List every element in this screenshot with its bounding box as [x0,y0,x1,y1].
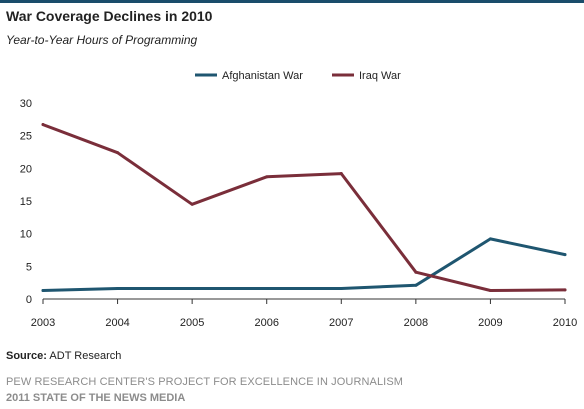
line-chart: Afghanistan War Iraq War 0 5 10 15 20 25 30 20… [20,70,577,329]
data-point [488,237,492,241]
y-tick-label: 15 [20,196,32,208]
x-tick-label: 2005 [180,317,204,329]
data-point [190,202,194,206]
data-point [116,151,120,155]
series-line-afghanistan [41,237,567,292]
data-point [265,175,269,179]
y-tick-label: 20 [20,163,32,175]
y-tick-label: 5 [26,261,32,273]
chart-title: War Coverage Declines in 2010 [6,8,213,24]
x-tick-label: 2010 [553,317,577,329]
data-point [414,270,418,274]
legend: Afghanistan War Iraq War [195,70,401,82]
legend-label-afghanistan: Afghanistan War [222,70,303,82]
data-point [265,287,269,291]
top-rule [0,0,584,3]
data-point [41,123,45,127]
data-point [488,289,492,293]
data-point [563,288,567,292]
data-point [190,287,194,291]
y-axis-ticks: 0 5 10 15 20 25 30 [20,98,32,306]
data-point [41,289,45,293]
x-tick-label: 2006 [254,317,278,329]
x-tick-label: 2004 [105,317,129,329]
series-line-iraq [41,123,567,292]
y-tick-label: 25 [20,131,32,143]
chart-subtitle: Year-to-Year Hours of Programming [6,33,198,47]
series-lines [41,123,567,293]
x-tick-label: 2008 [404,317,428,329]
source-text: ADT Research [46,350,122,362]
data-point [116,287,120,291]
footer-report: 2011 STATE OF THE NEWS MEDIA [6,392,186,404]
y-tick-label: 30 [20,98,32,110]
data-point [339,287,343,291]
x-tick-label: 2009 [478,317,502,329]
x-tick-label: 2003 [31,317,55,329]
x-axis-ticks: 2003 2004 2005 2006 2007 2008 2009 2010 [31,299,577,329]
source-note: Source: ADT Research [6,350,121,362]
legend-label-iraq: Iraq War [359,70,401,82]
y-tick-label: 10 [20,229,32,241]
x-tick-label: 2007 [329,317,353,329]
source-label: Source: [6,350,47,362]
data-point [339,172,343,176]
footer-organization: PEW RESEARCH CENTER'S PROJECT FOR EXCELL… [6,376,404,388]
data-point [563,253,567,257]
y-tick-label: 0 [26,294,32,306]
data-point [414,283,418,287]
